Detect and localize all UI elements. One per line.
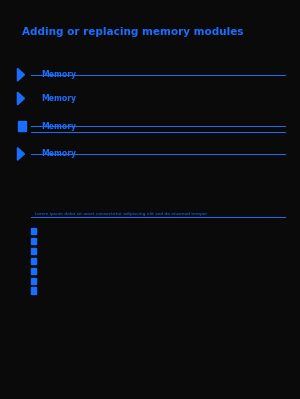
Polygon shape: [17, 92, 25, 105]
FancyBboxPatch shape: [31, 248, 36, 254]
FancyBboxPatch shape: [31, 228, 36, 234]
FancyBboxPatch shape: [31, 238, 36, 244]
Text: Memory: Memory: [41, 122, 76, 131]
FancyBboxPatch shape: [31, 268, 36, 274]
Text: Memory: Memory: [41, 94, 76, 103]
Text: Memory: Memory: [41, 70, 76, 79]
Text: Lorem ipsum dolor sit amet consectetur adipiscing elit sed do eiusmod tempor: Lorem ipsum dolor sit amet consectetur a…: [35, 212, 207, 216]
FancyBboxPatch shape: [31, 278, 36, 284]
Polygon shape: [17, 68, 25, 81]
Text: Memory: Memory: [41, 150, 76, 158]
FancyBboxPatch shape: [31, 287, 36, 294]
Text: Adding or replacing memory modules: Adding or replacing memory modules: [22, 27, 243, 37]
FancyBboxPatch shape: [31, 258, 36, 264]
FancyBboxPatch shape: [18, 121, 26, 131]
Polygon shape: [17, 148, 25, 160]
